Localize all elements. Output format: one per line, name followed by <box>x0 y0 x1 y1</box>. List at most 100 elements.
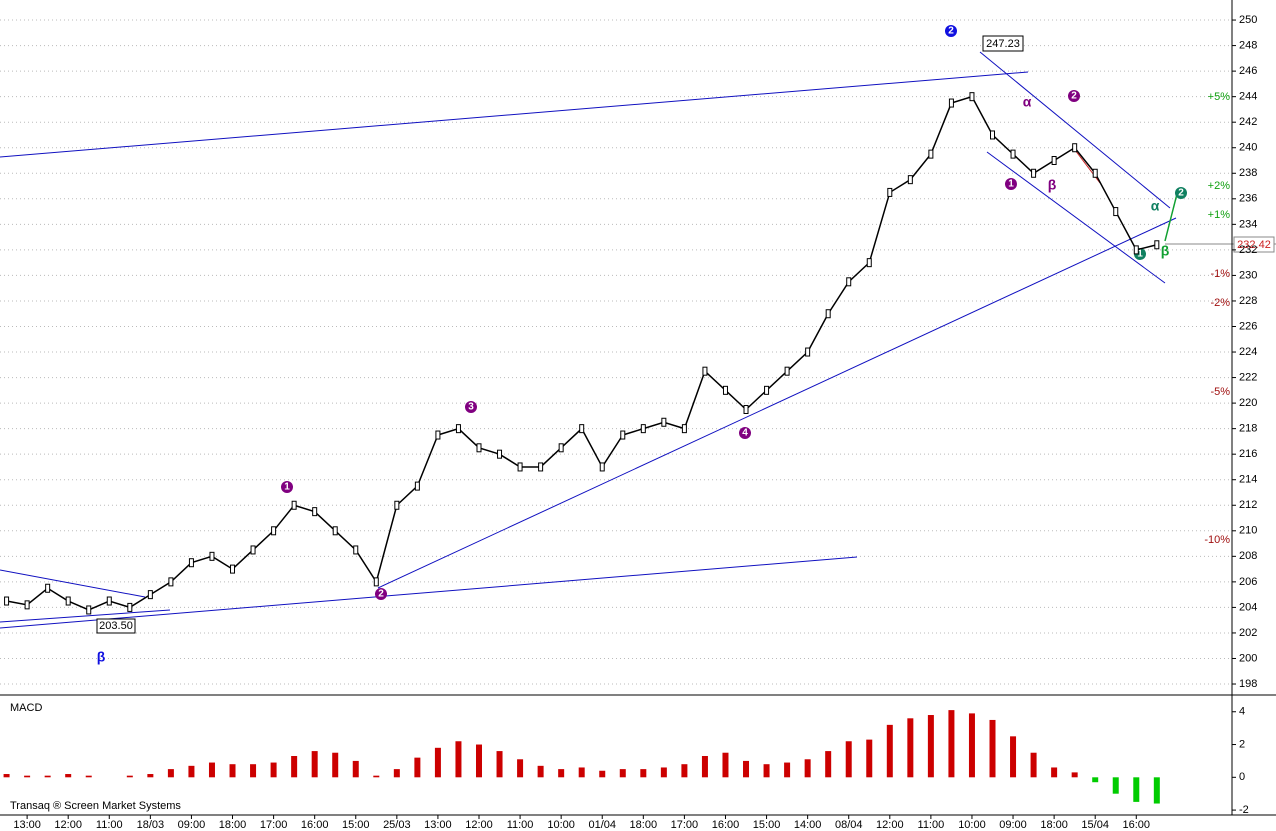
y-tick-label: 240 <box>1239 142 1257 154</box>
x-tick-label: 13:00 <box>13 819 41 831</box>
price-point <box>188 558 194 568</box>
x-tick-label: 18:00 <box>630 819 658 831</box>
price-point <box>476 443 482 453</box>
macd-bar <box>167 769 174 778</box>
macd-bar <box>1092 777 1099 783</box>
macd-bar <box>455 741 462 778</box>
footer: Transaq ® Screen Market Systems <box>10 800 181 812</box>
price-box <box>1233 236 1275 253</box>
macd-bar <box>1153 777 1160 804</box>
x-tick-label: 11:00 <box>96 819 123 831</box>
x-tick-label: 10:00 <box>958 819 986 831</box>
y-tick-label: 210 <box>1239 525 1257 537</box>
macd-bar <box>1112 777 1119 794</box>
macd-bar <box>927 715 934 778</box>
price-point <box>1133 245 1139 255</box>
x-tick-label: 15/04 <box>1081 819 1109 831</box>
price-point <box>846 277 852 287</box>
price-point <box>969 92 975 102</box>
macd-bar <box>188 765 195 778</box>
macd-bar <box>825 751 832 778</box>
y-tick-label: 198 <box>1239 678 1257 690</box>
price-point <box>332 526 338 536</box>
y-tick-label: 238 <box>1239 167 1257 179</box>
y-tick-label: 222 <box>1239 371 1257 383</box>
macd-bar <box>968 713 975 778</box>
y2-tick-label: -2 <box>1239 804 1249 816</box>
x-tick-label: 17:00 <box>671 819 699 831</box>
macd-bar <box>332 752 339 778</box>
price-point <box>887 187 893 197</box>
macd-bar <box>886 724 893 778</box>
macd-bar <box>393 769 400 778</box>
price-label: 247.23 <box>986 38 1020 50</box>
macd-bar <box>537 765 544 778</box>
x-tick-label: 11:00 <box>918 819 945 831</box>
x-tick-label: 09:00 <box>999 819 1027 831</box>
price-point <box>209 551 215 561</box>
x-tick-label: 17:00 <box>260 819 288 831</box>
macd-bar <box>1010 736 1017 778</box>
price-point <box>1010 149 1016 159</box>
macd-bar <box>414 757 421 778</box>
wave-label: α <box>1151 198 1160 214</box>
price-point <box>312 507 318 517</box>
x-tick-label: 13:00 <box>424 819 452 831</box>
y-tick-label: 242 <box>1239 116 1257 128</box>
macd-bar <box>311 751 318 778</box>
price-point <box>414 481 420 491</box>
macd-bar <box>578 767 585 778</box>
y-tick-label: 246 <box>1239 65 1257 77</box>
macd-bar <box>948 710 955 778</box>
price-point <box>435 430 441 440</box>
price-label: 203.50 <box>99 620 133 632</box>
wave-label: 3 <box>468 402 474 413</box>
y-tick-label: 204 <box>1239 601 1257 613</box>
price-point <box>147 590 153 600</box>
price-point <box>497 449 503 459</box>
y-tick-label: 200 <box>1239 652 1257 664</box>
macd-bar <box>291 756 298 778</box>
price-point <box>825 309 831 319</box>
wave-label: 2 <box>1071 91 1077 102</box>
wave-label: 2 <box>378 589 384 600</box>
macd-bar <box>763 764 770 778</box>
macd-bar <box>599 770 606 778</box>
price-point <box>1092 168 1098 178</box>
y-tick-label: 232 <box>1239 244 1257 256</box>
percent-label: -5% <box>1210 386 1230 398</box>
price-point <box>86 605 92 615</box>
x-tick-label: 15:00 <box>342 819 370 831</box>
price-point <box>866 258 872 268</box>
price-point <box>1154 240 1160 250</box>
macd-bar <box>866 739 873 778</box>
wave-label: 4 <box>742 428 748 439</box>
price-point <box>640 424 646 434</box>
price-point <box>373 577 379 587</box>
price-point <box>620 430 626 440</box>
price-point <box>127 602 133 612</box>
y-tick-label: 228 <box>1239 295 1257 307</box>
x-tick-label: 18:00 <box>1040 819 1068 831</box>
price-box <box>982 35 1024 52</box>
x-tick-label: 18:00 <box>219 819 247 831</box>
y-tick-label: 212 <box>1239 499 1257 511</box>
x-tick-label: 16:00 <box>301 819 329 831</box>
macd-bar <box>1030 752 1037 778</box>
wave-label: 2 <box>948 26 954 37</box>
macd-bar <box>250 764 257 778</box>
y-tick-label: 208 <box>1239 550 1257 562</box>
macd-bar <box>475 744 482 778</box>
price-point <box>784 366 790 376</box>
price-point <box>928 149 934 159</box>
percent-label: -2% <box>1210 297 1230 309</box>
macd-bar <box>1071 772 1078 778</box>
price-point <box>271 526 277 536</box>
macd-bar <box>845 741 852 778</box>
y-tick-label: 250 <box>1239 14 1257 26</box>
price-point <box>1031 168 1037 178</box>
price-label: 232.42 <box>1237 239 1271 251</box>
panel-label: MACD <box>10 702 42 714</box>
price-point <box>599 462 605 472</box>
